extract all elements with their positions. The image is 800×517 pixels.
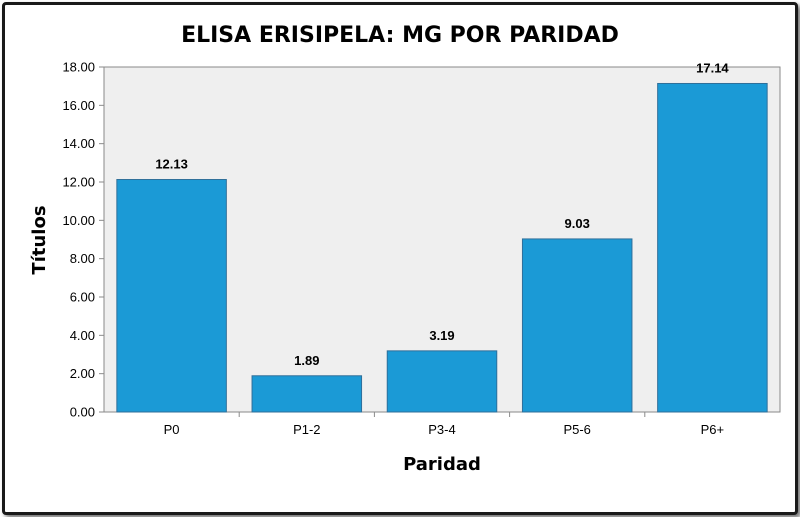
x-axis-label: Paridad [403,454,481,475]
x-tick-label: P6+ [701,422,725,437]
bar-p6- [657,82,768,413]
x-tick-label: P1-2 [293,422,320,437]
y-tick-label: 8.00 [70,251,95,266]
x-tick-label: P3-4 [428,422,455,437]
bars: 12.13 1.89 3.19 9.03 17.14 [116,60,768,413]
bar-p1-2 [251,375,363,413]
y-tick-label: 6.00 [70,290,95,305]
y-tick-label: 2.00 [70,366,95,381]
data-label: 17.14 [696,60,729,75]
y-tick-label: 4.00 [70,328,95,343]
bar-p3-4 [386,350,498,413]
data-label: 9.03 [565,216,590,231]
x-tick-label: P0 [164,422,180,437]
chart-title: ELISA ERISIPELA: MG POR PARIDAD [181,23,619,48]
y-axis-ticks: 0.00 2.00 4.00 6.00 8.00 10.00 12.00 14.00 16.00… [62,60,104,420]
y-tick-label: 14.00 [62,136,95,151]
y-tick-label: 10.00 [62,213,95,228]
bar-p5-6 [521,238,633,413]
x-axis-ticks: P0 P1-2 P3-4 P5-6 P6+ [164,412,725,437]
data-label: 1.89 [294,353,319,368]
x-tick-label: P5-6 [563,422,590,437]
y-tick-label: 18.00 [62,60,95,75]
bar-p0 [116,179,227,413]
data-label: 3.19 [429,328,454,343]
y-tick-label: 12.00 [62,175,95,190]
y-tick-label: 16.00 [62,98,95,113]
y-tick-label: 0.00 [70,405,95,420]
y-axis-label: Títulos [29,205,50,274]
data-label: 12.13 [155,157,188,172]
